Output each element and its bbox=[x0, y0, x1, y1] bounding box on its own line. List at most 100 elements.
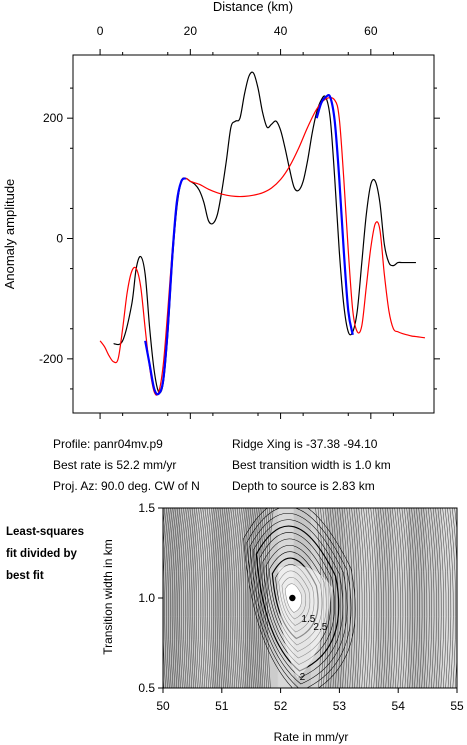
contour-line bbox=[415, 508, 423, 688]
contour-line bbox=[241, 508, 248, 688]
bottom-x-ticks: 50 51 52 53 54 55 bbox=[156, 688, 464, 713]
contour-line bbox=[418, 508, 425, 688]
contour-labels: 1.52.5 2 bbox=[300, 614, 328, 683]
shading-band bbox=[359, 508, 377, 688]
contour-line bbox=[348, 508, 356, 688]
contour-line bbox=[181, 508, 188, 688]
contour-line bbox=[356, 508, 363, 688]
contour-line bbox=[372, 508, 380, 688]
contour-line bbox=[430, 508, 437, 688]
contour-line bbox=[201, 508, 209, 688]
top-x-tick-label-2: 40 bbox=[274, 24, 288, 38]
contour-line bbox=[224, 508, 231, 688]
bottom-y-tick-label-2: 1.5 bbox=[138, 501, 155, 515]
contour-line bbox=[404, 508, 411, 688]
contour-line bbox=[216, 508, 224, 688]
top-x-tick-label-0: 0 bbox=[97, 24, 104, 38]
contour-line bbox=[175, 508, 182, 688]
contour-line bbox=[209, 508, 216, 688]
contour-label-2: 2 bbox=[300, 672, 306, 683]
contour-line bbox=[411, 508, 418, 688]
contour-line bbox=[384, 508, 392, 688]
projection-azimuth: Proj. Az: 90.0 deg. CW of N bbox=[53, 479, 200, 493]
contour-line bbox=[406, 508, 413, 688]
contour-line bbox=[190, 508, 197, 688]
misfit-description-line-1: Least-squares bbox=[6, 526, 84, 538]
contour-line bbox=[346, 508, 353, 688]
contour-line bbox=[344, 508, 351, 688]
shading-band bbox=[163, 508, 181, 688]
contour-line bbox=[370, 508, 377, 688]
depth-to-source: Depth to source is 2.83 km bbox=[232, 479, 375, 493]
contour-line bbox=[336, 508, 344, 688]
contour-line bbox=[263, 508, 270, 688]
contour-line bbox=[265, 508, 272, 688]
misfit-contour bbox=[252, 519, 344, 678]
y-tick-label-0: -200 bbox=[39, 352, 63, 366]
bottom-x-tick-label-2: 52 bbox=[274, 699, 288, 713]
contour-line bbox=[231, 508, 239, 688]
profile-name: Profile: panr04mv.p9 bbox=[53, 437, 163, 451]
shading-band bbox=[408, 508, 426, 688]
contour-line bbox=[396, 508, 404, 688]
misfit-contour bbox=[255, 525, 340, 672]
contour-line bbox=[183, 508, 190, 688]
bottom-y-tick-label-1: 1.0 bbox=[138, 591, 155, 605]
contour-line bbox=[198, 508, 205, 688]
contour-line bbox=[259, 508, 267, 688]
contour-line bbox=[213, 508, 220, 688]
contour-line bbox=[435, 508, 442, 688]
contour-line bbox=[401, 508, 408, 688]
ridge-crossing: Ridge Xing is -37.38 -94.10 bbox=[232, 437, 378, 451]
contour-line bbox=[214, 508, 222, 688]
series-line-1 bbox=[99, 97, 426, 396]
contour-line bbox=[169, 508, 177, 688]
contour-line bbox=[168, 508, 175, 688]
contour-line bbox=[164, 508, 171, 688]
contour-line bbox=[394, 508, 401, 688]
misfit-contour bbox=[249, 513, 348, 685]
best-transition-width: Best transition width is 1.0 km bbox=[232, 458, 391, 472]
best-fit-marker bbox=[289, 594, 296, 602]
contour-line bbox=[220, 508, 227, 688]
bottom-x-axis-title: Rate in mm/yr bbox=[274, 730, 349, 744]
contour-line bbox=[242, 508, 250, 688]
contour-line bbox=[358, 508, 365, 688]
series-line-0 bbox=[113, 71, 416, 394]
contour-line bbox=[192, 508, 199, 688]
series-line-2-part-0 bbox=[144, 177, 187, 396]
contour-line bbox=[363, 508, 370, 688]
contour-line bbox=[365, 508, 373, 688]
contour-line bbox=[199, 508, 207, 688]
contour-line bbox=[442, 508, 449, 688]
contour-line bbox=[218, 508, 226, 688]
contour-line bbox=[257, 508, 265, 688]
contour-line bbox=[439, 508, 447, 688]
contour-line bbox=[341, 508, 349, 688]
contour-line bbox=[188, 508, 196, 688]
top-x-axis-title: Distance (km) bbox=[213, 0, 293, 14]
contour-line bbox=[339, 508, 346, 688]
top-x-tick-label-3: 60 bbox=[364, 24, 378, 38]
contour-line bbox=[375, 508, 382, 688]
contour-line bbox=[408, 508, 416, 688]
bottom-y-axis-title: Transition width in km bbox=[101, 539, 115, 655]
contour-line bbox=[449, 508, 456, 688]
contour-line bbox=[177, 508, 184, 688]
misfit-description-line-3: best fit bbox=[6, 570, 44, 582]
contour-line bbox=[353, 508, 361, 688]
contour-line bbox=[425, 508, 432, 688]
contour-line bbox=[239, 508, 246, 688]
contour-line bbox=[171, 508, 179, 688]
top-series-lines bbox=[99, 71, 426, 396]
contour-line bbox=[432, 508, 440, 688]
contour-line bbox=[235, 508, 242, 688]
contour-line bbox=[351, 508, 358, 688]
contour-line bbox=[437, 508, 444, 688]
contour-line bbox=[327, 508, 334, 688]
anomaly-profile-chart: Distance (km) Anomaly amplitude 0 20 40 60 … bbox=[2, 0, 440, 419]
contour-line bbox=[254, 508, 261, 688]
bottom-x-tick-label-4: 54 bbox=[392, 699, 406, 713]
contour-lines bbox=[163, 508, 457, 688]
y-tick-label-2: 200 bbox=[43, 111, 63, 125]
